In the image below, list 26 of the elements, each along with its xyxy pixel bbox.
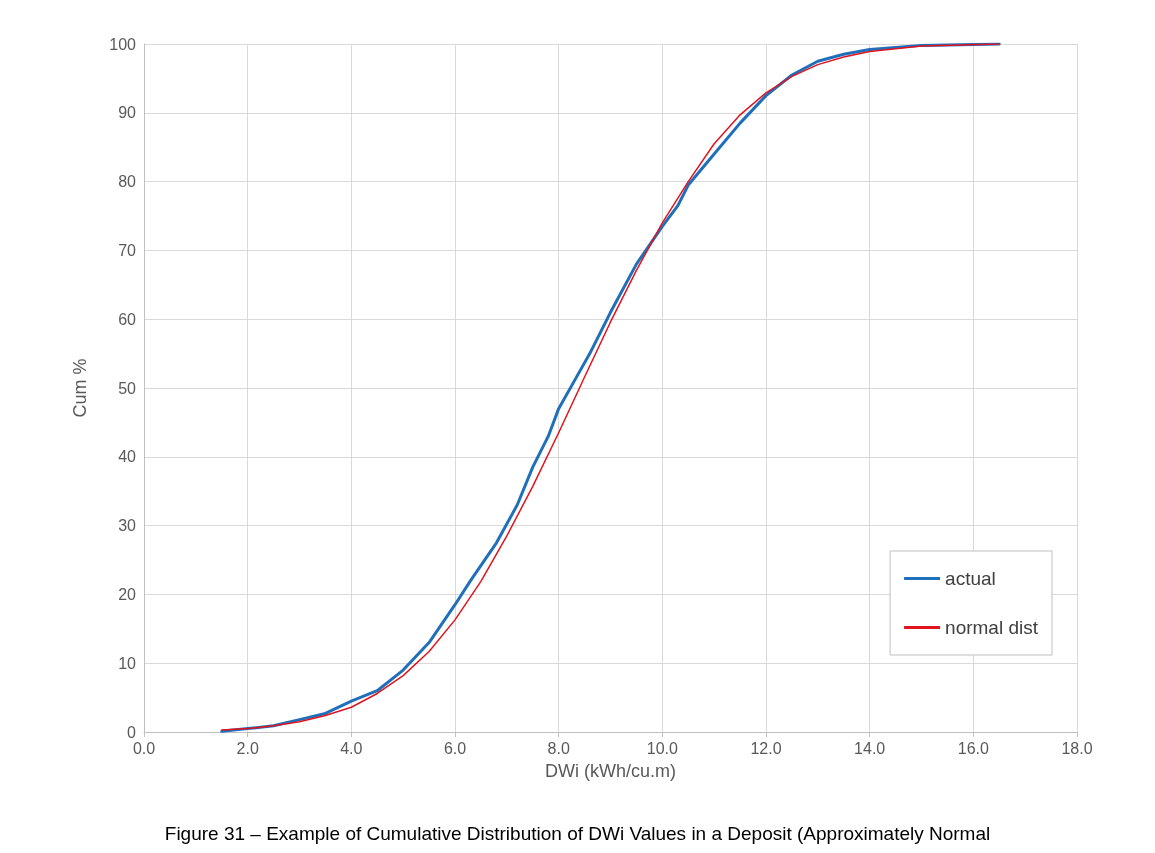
y-tick-label: 10 — [118, 654, 137, 672]
x-axis-title: DWi (kWh/cu.m) — [545, 761, 676, 781]
y-tick-label: 0 — [127, 723, 137, 741]
y-tick-label: 90 — [118, 104, 137, 122]
y-tick-label: 80 — [118, 173, 137, 191]
y-tick-label: 40 — [118, 448, 137, 466]
x-tick-label: 14.0 — [854, 739, 886, 757]
y-axis-title: Cum % — [70, 358, 90, 418]
y-tick-label: 70 — [118, 241, 137, 259]
x-tick-label: 4.0 — [340, 739, 363, 757]
x-tick-label: 18.0 — [1061, 739, 1093, 757]
x-tick-label: 12.0 — [750, 739, 782, 757]
y-tick-label: 30 — [118, 517, 137, 535]
legend-label: actual — [945, 568, 996, 589]
x-tick-label: 0.0 — [132, 739, 156, 757]
legend-label: normal dist — [945, 617, 1039, 638]
y-tick-label: 100 — [109, 35, 137, 53]
x-tick-label: 2.0 — [236, 739, 259, 757]
y-tick-label: 50 — [118, 379, 137, 397]
x-tick-label: 10.0 — [646, 739, 679, 757]
x-tick-label: 6.0 — [443, 739, 467, 757]
y-tick-label: 60 — [118, 310, 137, 328]
x-tick-label: 8.0 — [547, 739, 570, 757]
caption: Figure 31 – Example of Cumulative Distribution of DWi Values in a Deposit (Approximately Normal — [164, 823, 991, 844]
x-tick-label: 16.0 — [957, 739, 990, 757]
y-tick-label: 20 — [118, 585, 137, 603]
